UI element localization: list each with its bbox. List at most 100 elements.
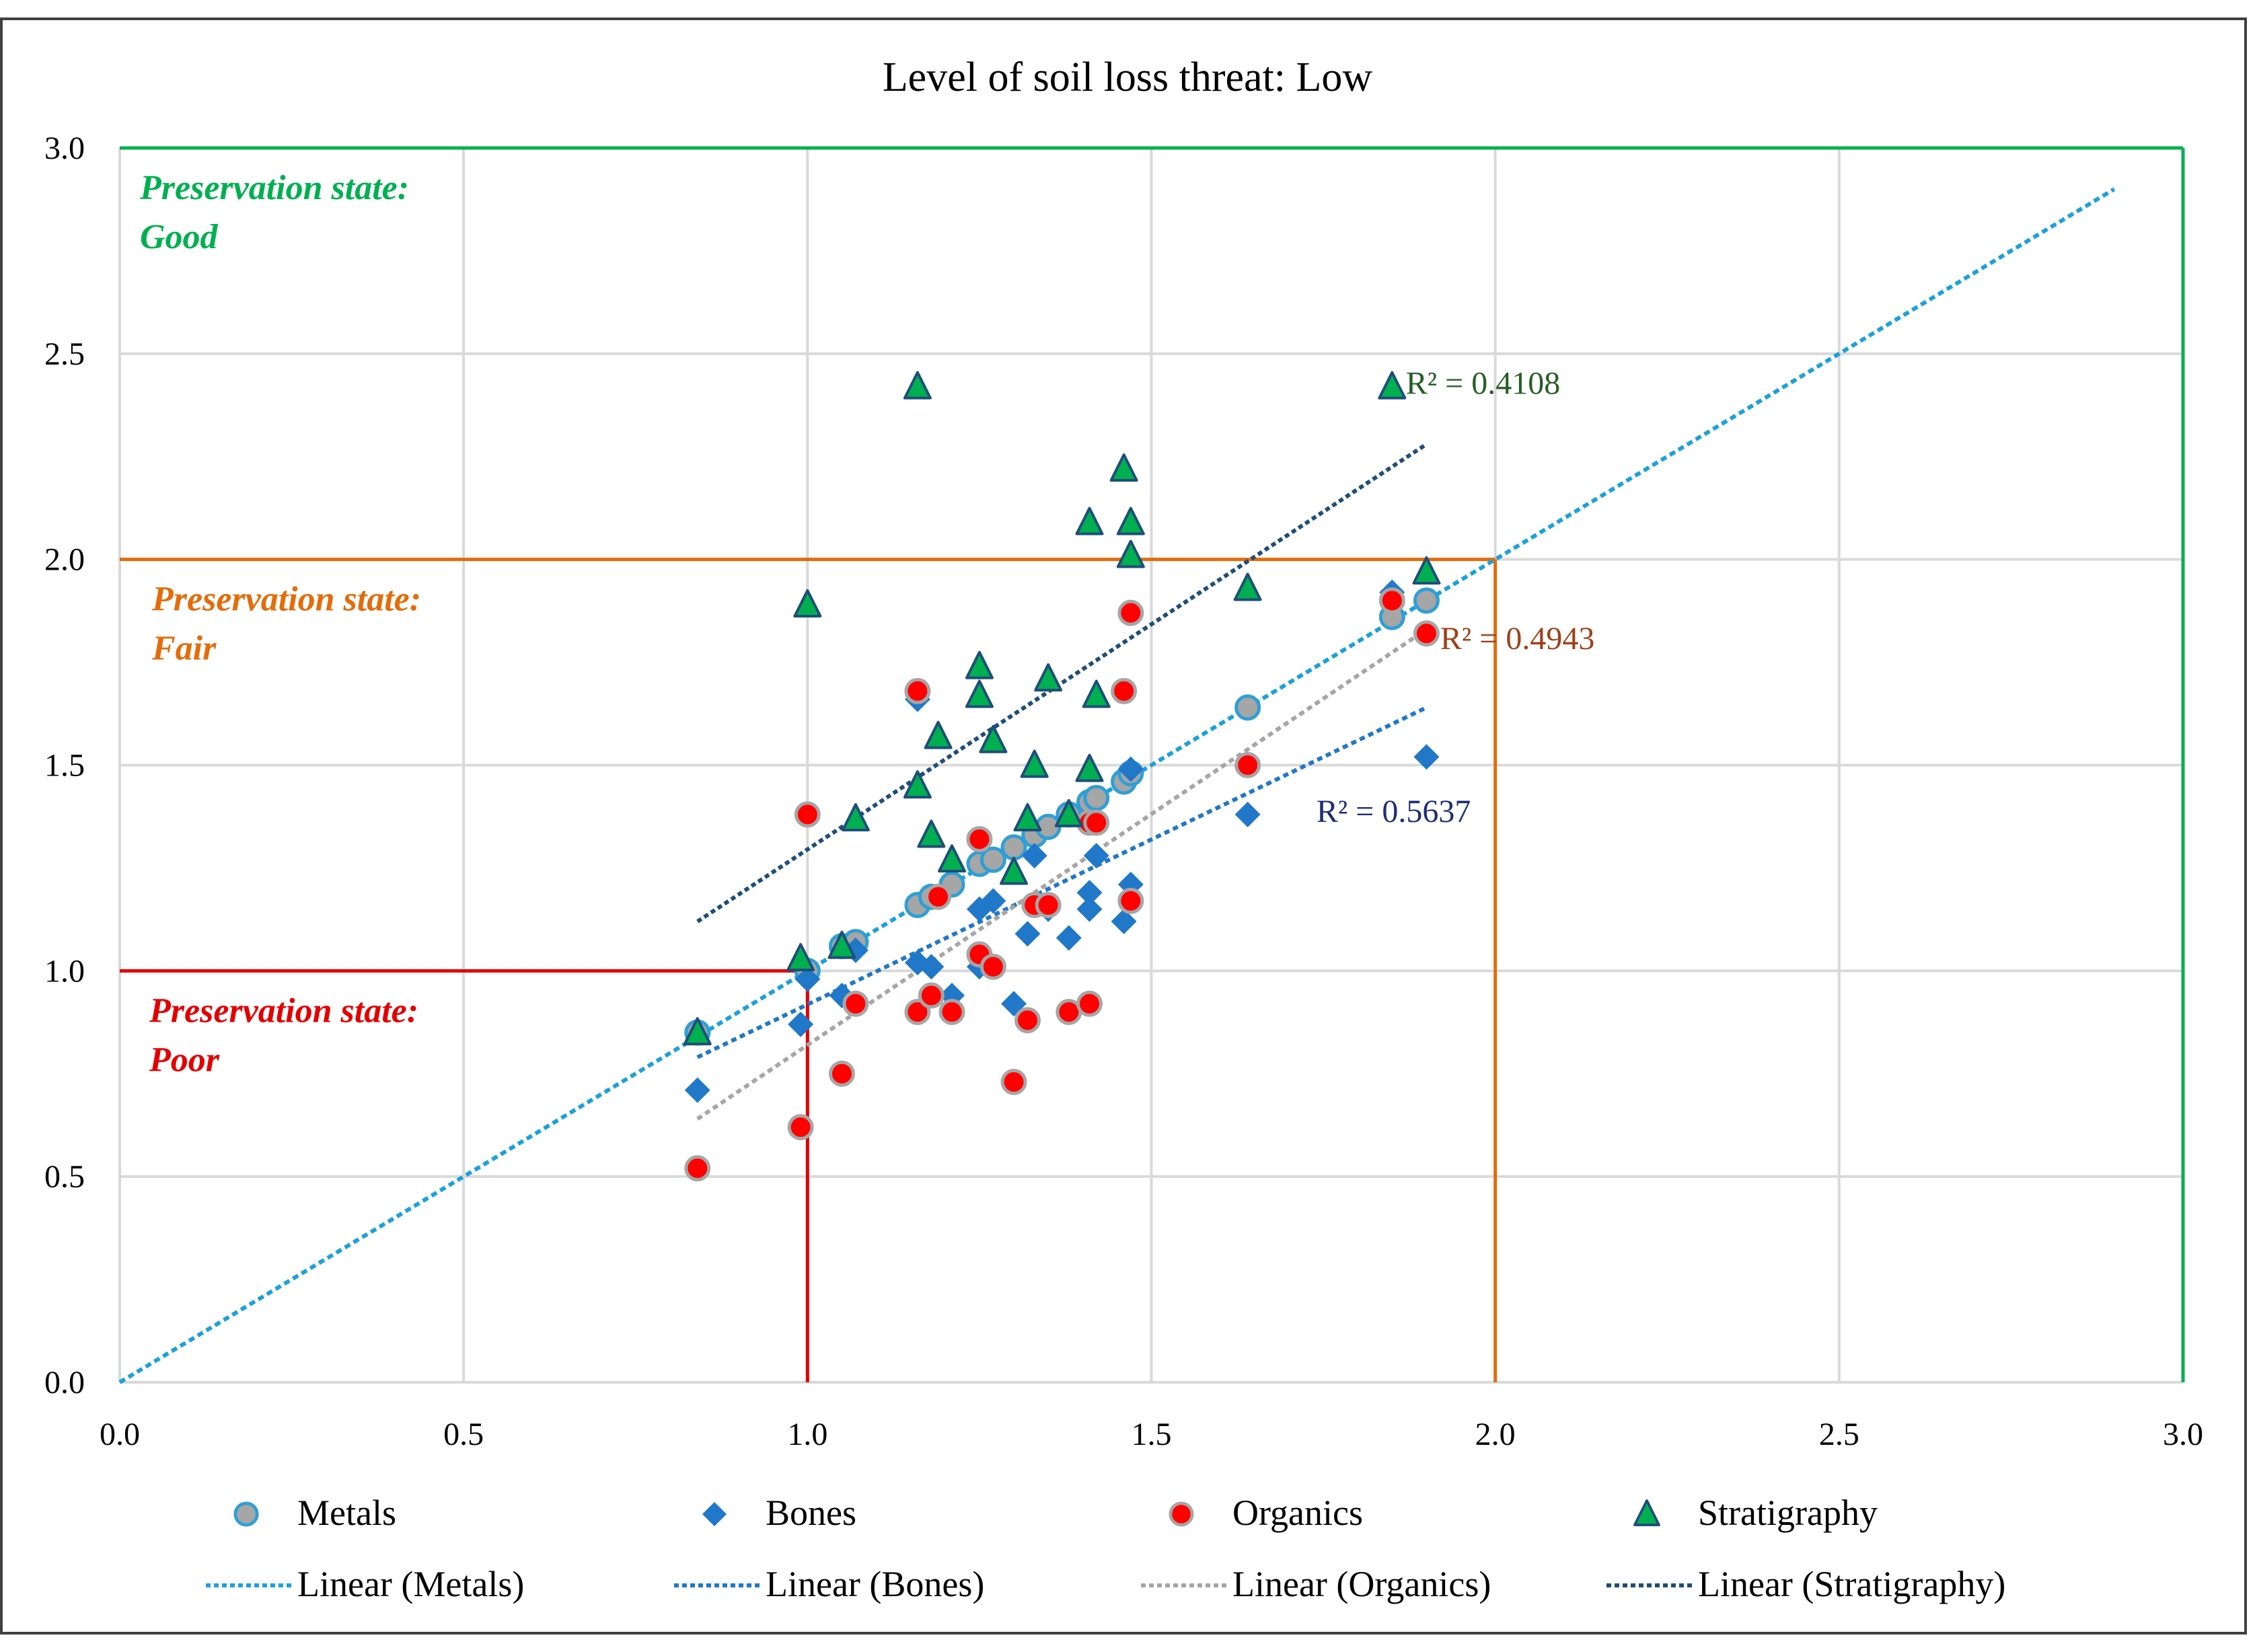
stratigraphy-point [965, 650, 994, 679]
organics-point [1111, 677, 1138, 704]
stratigraphy-point [1034, 663, 1063, 692]
metals-point [1000, 834, 1027, 861]
chart-border [0, 17, 2247, 1635]
bones-point [1056, 925, 1082, 951]
stratigraphy-point [1109, 453, 1138, 482]
legend-stratigraphy-label: Stratigraphy [1698, 1493, 1878, 1533]
organics-point [1000, 1068, 1027, 1095]
stratigraphy-point [1082, 679, 1111, 708]
x-tick-label: 3.0 [2163, 1417, 2203, 1452]
bones-point [1076, 880, 1103, 906]
organics-point [966, 826, 993, 853]
data-points [683, 371, 1441, 1182]
legend-trendline-stratigraphy-label: Linear (Stratigraphy) [1698, 1564, 2005, 1604]
stratigraphy-point [683, 1017, 712, 1046]
zone-good-label: Preservation state: [139, 169, 409, 207]
bones-point [1021, 843, 1047, 869]
axis-ticks: 0.0 0.5 1.0 1.5 2.0 2.5 3.0 0.0 0.5 1.0 1.5 2.0 2.5 3… [44, 130, 2203, 1452]
stratigraphy-point [841, 803, 870, 832]
organics-point [794, 801, 821, 828]
legend-organics-label: Organics [1232, 1493, 1363, 1533]
trendline-bones [696, 706, 1428, 1059]
bones-point [1413, 744, 1440, 770]
stratigraphy-point [1378, 371, 1407, 400]
trendline-organics [696, 628, 1428, 1121]
stratigraphy-point [1013, 803, 1042, 832]
r-squared-label: R² = 0.4943 [1440, 621, 1594, 656]
organics-point [918, 982, 945, 1009]
bones-point [1234, 801, 1261, 827]
legend-trendline-metals-label: Linear (Metals) [297, 1564, 524, 1604]
organics-point [925, 883, 952, 910]
bones-point [1111, 908, 1137, 934]
chart-title: Level of soil loss threat: Low [883, 54, 1373, 100]
organics-point [904, 999, 931, 1025]
stratigraphy-point [938, 844, 967, 873]
stratigraphy-point [1020, 749, 1049, 778]
bones-point [684, 1077, 710, 1103]
organics-point [787, 1114, 814, 1141]
zone-poor-label: Preservation state: [149, 991, 418, 1030]
bones-point [1014, 921, 1041, 947]
organics-point [1014, 1007, 1041, 1034]
y-tick-label: 3.0 [44, 130, 85, 166]
zone-lines [120, 146, 2185, 1382]
organics-point [842, 990, 869, 1017]
stratigraphy-point [917, 819, 946, 848]
organics-point [1413, 620, 1440, 647]
zone-poor-state: Poor [149, 1041, 220, 1079]
x-tick-label: 2.0 [1475, 1417, 1516, 1452]
bones-point [794, 966, 821, 992]
stratigraphy-point [1412, 556, 1441, 585]
x-tick-label: 2.5 [1819, 1417, 1859, 1452]
organics-point [1117, 887, 1144, 914]
organics-point [684, 1155, 711, 1182]
stratigraphy-point [1054, 798, 1083, 827]
legend-metals-label: Metals [297, 1493, 396, 1533]
legend-bones-marker [702, 1501, 727, 1527]
zone-fair-state: Fair [151, 630, 217, 668]
y-tick-label: 1.5 [44, 748, 85, 784]
zone-good-state: Good [140, 218, 219, 256]
stratigraphy-point [903, 371, 932, 400]
organics-point [1117, 599, 1144, 626]
organics-point [1076, 990, 1103, 1017]
bones-point [918, 954, 945, 980]
y-tick-label: 1.0 [44, 953, 85, 989]
legend: Metals Linear (Metals) Bones Linear (Bones)… [206, 1493, 2005, 1604]
stratigraphy-point [924, 720, 953, 749]
stratigraphy-point [786, 942, 815, 971]
r-squared-label: R² = 0.4108 [1406, 366, 1560, 402]
stratigraphy-point [1116, 506, 1145, 535]
x-tick-label: 0.5 [443, 1417, 484, 1452]
metals-point [979, 846, 1006, 873]
stratigraphy-point [1075, 506, 1104, 535]
metals-point [1234, 694, 1261, 721]
metals-point [1413, 587, 1440, 614]
organics-point [979, 953, 1006, 980]
y-tick-label: 0.0 [44, 1365, 85, 1400]
r-squared-label: R² = 0.5637 [1317, 794, 1471, 829]
bones-point [1083, 843, 1109, 869]
organics-point [1234, 752, 1261, 778]
y-tick-label: 2.5 [44, 336, 85, 372]
stratigraphy-point [1000, 856, 1029, 885]
metals-point [1083, 784, 1110, 811]
stratigraphy-point [903, 770, 932, 799]
organics-point [1083, 809, 1110, 836]
organics-point [904, 677, 931, 704]
stratigraphy-point [1116, 539, 1145, 568]
legend-metals-marker [233, 1501, 259, 1527]
organics-point [938, 999, 965, 1025]
stratigraphy-point [965, 679, 994, 708]
bones-point [1076, 896, 1103, 922]
annotations: Preservation state: Good Preservation stat… [139, 169, 1594, 1079]
series-stratigraphy [683, 371, 1441, 1046]
x-tick-label: 1.5 [1132, 1417, 1172, 1452]
stratigraphy-point [979, 724, 1008, 753]
y-tick-label: 2.0 [44, 542, 85, 578]
legend-organics-marker [1169, 1501, 1194, 1527]
zone-fair-label: Preservation state: [151, 580, 421, 619]
legend-trendline-bones-label: Linear (Bones) [766, 1564, 984, 1604]
